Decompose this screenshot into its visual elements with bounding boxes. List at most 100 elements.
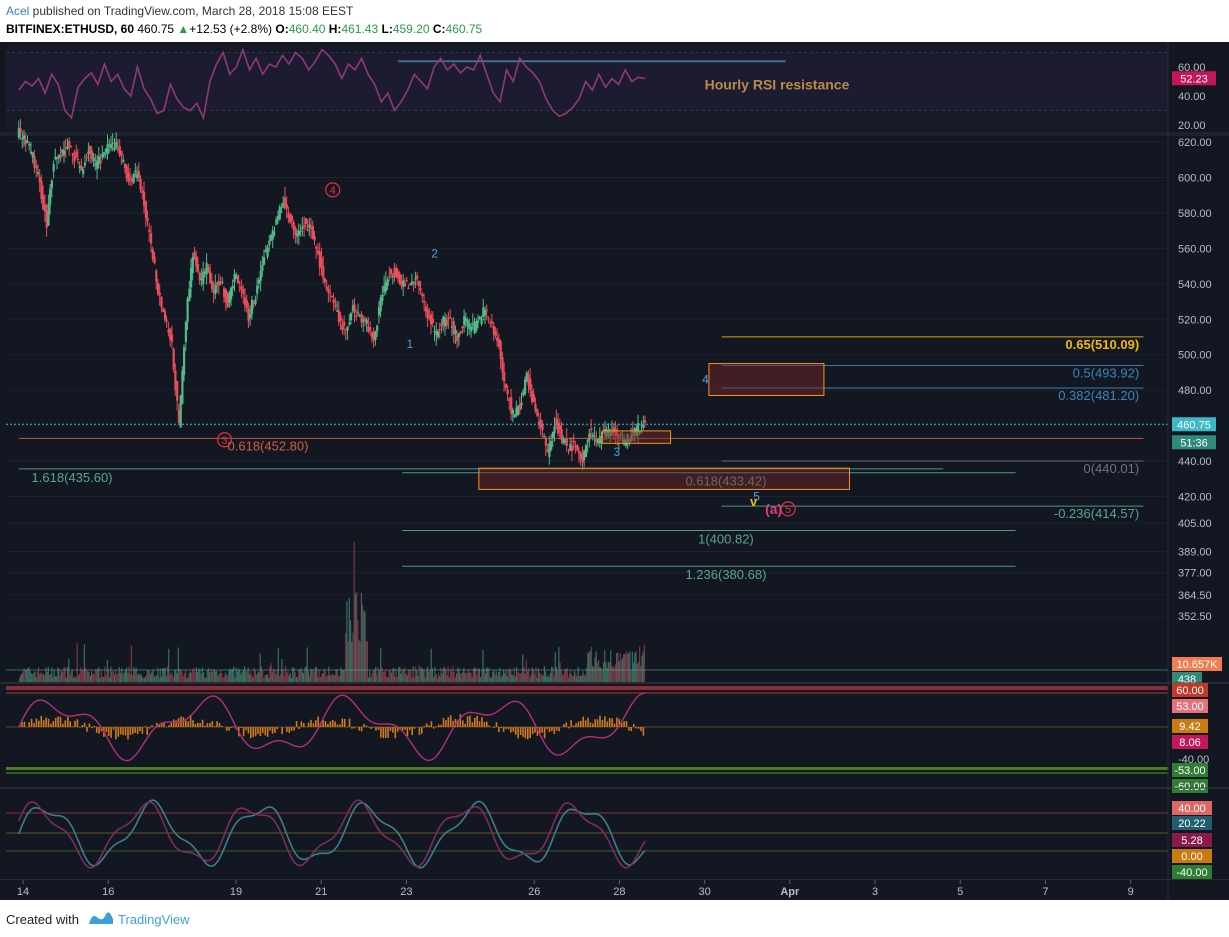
volume-bar	[354, 593, 356, 682]
osc1-histogram-bar	[69, 721, 71, 727]
osc1-histogram-bar	[211, 721, 214, 727]
volume-bar	[275, 674, 277, 682]
author-link[interactable]: Acel	[6, 4, 30, 18]
volume-bar	[81, 670, 83, 682]
volume-bar	[643, 644, 645, 682]
wave-label-1: 3	[221, 435, 227, 447]
volume-bar	[260, 666, 262, 682]
osc1-histogram-bar	[462, 720, 464, 727]
candle-body	[245, 300, 248, 309]
osc1-histogram-bar	[495, 722, 498, 727]
time-tick-7: 30	[699, 886, 711, 898]
volume-bar	[235, 667, 237, 682]
volume-bar	[204, 677, 206, 682]
candle-body	[489, 322, 492, 324]
candle-body	[146, 218, 149, 222]
candle-body	[299, 230, 302, 232]
osc1-histogram-bar	[209, 723, 211, 727]
candle-body	[134, 170, 137, 173]
candle-body	[525, 372, 528, 382]
osc1-histogram-bar	[40, 715, 43, 727]
osc1-histogram-bar	[539, 727, 541, 734]
candle-body	[35, 166, 38, 169]
volume-bar	[177, 647, 179, 682]
candle-body	[306, 229, 309, 231]
price-tick-12: 389.00	[1178, 546, 1212, 558]
fib-label-2: 0.382(481.20)	[1058, 388, 1139, 403]
volume-bar	[598, 659, 600, 682]
candle-body	[520, 402, 523, 405]
volume-bar	[159, 668, 161, 682]
volume-bar	[60, 670, 63, 682]
volume-bar	[327, 674, 329, 682]
volume-bar	[152, 669, 154, 682]
volume-bar	[334, 675, 336, 682]
osc1-histogram-bar	[459, 714, 462, 727]
volume-bar	[234, 677, 236, 682]
candle-body	[513, 414, 516, 418]
time-tick-4: 23	[400, 886, 412, 898]
volume-bar	[596, 662, 598, 682]
osc1-histogram-bar	[606, 721, 609, 727]
osc1-histogram-bar	[300, 721, 303, 727]
volume-bar	[209, 672, 211, 682]
volume-bar	[460, 674, 462, 682]
osc1-histogram-bar	[442, 718, 445, 727]
osc1-histogram-bar	[512, 727, 515, 732]
candle-body	[304, 218, 307, 224]
candle-body	[351, 305, 354, 311]
volume-bar	[225, 674, 228, 682]
volume-bar	[331, 673, 334, 682]
volume-bar	[436, 677, 438, 682]
volume-bar	[359, 641, 361, 682]
volume-bar	[537, 668, 539, 682]
volume-bar	[245, 671, 247, 682]
candle-body	[341, 324, 344, 330]
candle-body	[395, 267, 398, 278]
volume-bar	[107, 668, 110, 682]
volume-bar	[278, 676, 281, 682]
volume-bar	[614, 664, 617, 682]
volume-bar	[512, 675, 514, 682]
candle-body	[47, 204, 50, 226]
candle-body	[348, 322, 351, 325]
volume-bar	[315, 666, 317, 682]
candle-body	[506, 389, 509, 395]
volume-bar	[271, 671, 273, 682]
volume-bar	[623, 654, 625, 682]
candle-body	[116, 148, 120, 150]
time-tick-11: 7	[1042, 886, 1048, 898]
close-label: C:	[432, 22, 446, 36]
candle-body	[447, 317, 450, 320]
volume-bar	[639, 646, 641, 682]
volume-bar	[413, 677, 415, 682]
chart-canvas[interactable]: Hourly RSI resistance60.0040.0020.0052.2…	[0, 42, 1229, 900]
volume-bar	[316, 667, 318, 682]
volume-bar	[303, 673, 305, 682]
osc1-histogram-bar	[608, 718, 611, 727]
osc1-histogram-bar	[413, 727, 416, 729]
osc1-histogram-bar	[50, 723, 52, 727]
osc1-histogram-bar	[252, 727, 254, 737]
volume-bar	[318, 669, 320, 682]
osc1-histogram-bar	[250, 727, 252, 739]
volume-bar	[498, 672, 500, 682]
volume-bar	[381, 667, 383, 682]
volume-bar	[290, 677, 293, 682]
tradingview-link[interactable]: TradingView	[118, 912, 190, 927]
volume-bar	[595, 651, 597, 682]
candle-body	[454, 329, 457, 335]
candle-body	[558, 425, 561, 430]
volume-bar	[127, 672, 129, 682]
candle-body	[219, 282, 222, 284]
volume-bar	[477, 669, 479, 682]
price-tick-6: 500.00	[1178, 350, 1212, 362]
volume-bar	[440, 668, 442, 682]
osc1-histogram-bar	[425, 723, 428, 727]
candle-body	[473, 321, 476, 334]
volume-bar	[599, 666, 601, 682]
osc1-histogram-bar	[262, 727, 264, 733]
candle-body	[30, 151, 33, 154]
volume-bar	[117, 673, 119, 682]
volume-bar	[341, 670, 343, 682]
